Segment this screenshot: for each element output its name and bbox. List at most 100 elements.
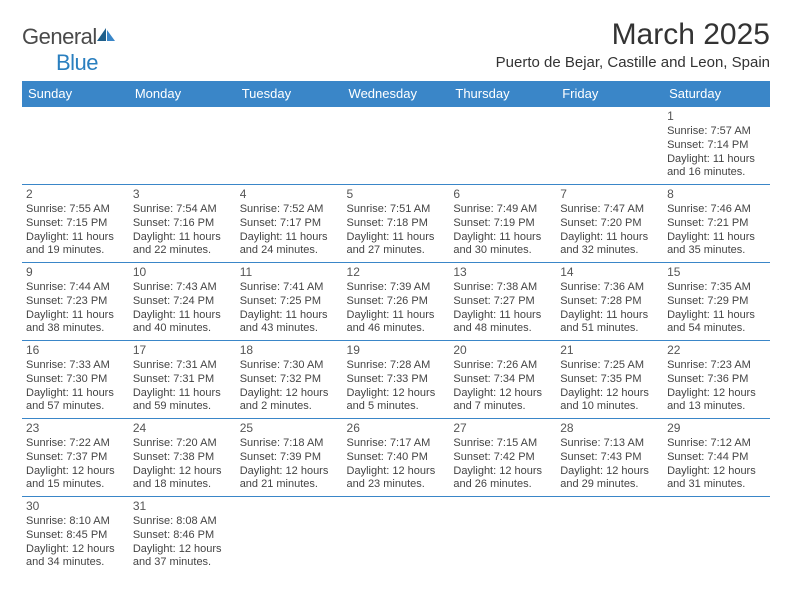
sunset-line: Sunset: 7:23 PM (26, 295, 125, 309)
sunrise-line: Sunrise: 8:10 AM (26, 515, 125, 529)
weekday-header: Friday (556, 81, 663, 107)
weekday-header: Monday (129, 81, 236, 107)
sunrise-line: Sunrise: 7:44 AM (26, 281, 125, 295)
sunset-line: Sunset: 7:33 PM (347, 373, 446, 387)
sunrise-line: Sunrise: 7:13 AM (560, 437, 659, 451)
sunset-line: Sunset: 7:39 PM (240, 451, 339, 465)
daylight-line: Daylight: 12 hours and 37 minutes. (133, 543, 232, 571)
day-cell: 13Sunrise: 7:38 AMSunset: 7:27 PMDayligh… (449, 263, 556, 341)
sunrise-line: Sunrise: 7:20 AM (133, 437, 232, 451)
sunset-line: Sunset: 7:26 PM (347, 295, 446, 309)
day-number: 10 (133, 265, 232, 280)
sunrise-line: Sunrise: 7:23 AM (667, 359, 766, 373)
sunset-line: Sunset: 7:44 PM (667, 451, 766, 465)
day-cell: 9Sunrise: 7:44 AMSunset: 7:23 PMDaylight… (22, 263, 129, 341)
day-number: 20 (453, 343, 552, 358)
day-cell: 28Sunrise: 7:13 AMSunset: 7:43 PMDayligh… (556, 419, 663, 497)
sunrise-line: Sunrise: 7:54 AM (133, 203, 232, 217)
daylight-line: Daylight: 11 hours and 16 minutes. (667, 153, 766, 181)
daylight-line: Daylight: 11 hours and 59 minutes. (133, 387, 232, 415)
day-cell: 4Sunrise: 7:52 AMSunset: 7:17 PMDaylight… (236, 185, 343, 263)
day-cell: 6Sunrise: 7:49 AMSunset: 7:19 PMDaylight… (449, 185, 556, 263)
day-cell: 2Sunrise: 7:55 AMSunset: 7:15 PMDaylight… (22, 185, 129, 263)
sunrise-line: Sunrise: 7:43 AM (133, 281, 232, 295)
day-cell (663, 497, 770, 575)
weekday-header: Tuesday (236, 81, 343, 107)
week-row: 23Sunrise: 7:22 AMSunset: 7:37 PMDayligh… (22, 419, 770, 497)
sunrise-line: Sunrise: 7:30 AM (240, 359, 339, 373)
daylight-line: Daylight: 11 hours and 46 minutes. (347, 309, 446, 337)
header: GeneralBlue March 2025 Puerto de Bejar, … (22, 18, 770, 77)
day-number: 1 (667, 109, 766, 124)
daylight-line: Daylight: 11 hours and 19 minutes. (26, 231, 125, 259)
sunrise-line: Sunrise: 7:55 AM (26, 203, 125, 217)
logo-word1: General (22, 24, 97, 49)
daylight-line: Daylight: 11 hours and 30 minutes. (453, 231, 552, 259)
day-number: 11 (240, 265, 339, 280)
day-cell: 1Sunrise: 7:57 AMSunset: 7:14 PMDaylight… (663, 107, 770, 185)
sunset-line: Sunset: 7:18 PM (347, 217, 446, 231)
week-row: 30Sunrise: 8:10 AMSunset: 8:45 PMDayligh… (22, 497, 770, 575)
week-row: 16Sunrise: 7:33 AMSunset: 7:30 PMDayligh… (22, 341, 770, 419)
sunrise-line: Sunrise: 7:22 AM (26, 437, 125, 451)
day-cell: 5Sunrise: 7:51 AMSunset: 7:18 PMDaylight… (343, 185, 450, 263)
day-cell (556, 107, 663, 185)
day-number: 27 (453, 421, 552, 436)
sunset-line: Sunset: 7:28 PM (560, 295, 659, 309)
day-cell (449, 497, 556, 575)
sunset-line: Sunset: 8:46 PM (133, 529, 232, 543)
sunset-line: Sunset: 7:15 PM (26, 217, 125, 231)
day-cell: 31Sunrise: 8:08 AMSunset: 8:46 PMDayligh… (129, 497, 236, 575)
sunset-line: Sunset: 7:20 PM (560, 217, 659, 231)
day-cell (343, 497, 450, 575)
sunrise-line: Sunrise: 7:28 AM (347, 359, 446, 373)
location-subtitle: Puerto de Bejar, Castille and Leon, Spai… (496, 54, 770, 71)
sunset-line: Sunset: 7:34 PM (453, 373, 552, 387)
weekday-header: Thursday (449, 81, 556, 107)
month-title: March 2025 (496, 18, 770, 52)
sunset-line: Sunset: 7:32 PM (240, 373, 339, 387)
day-number: 3 (133, 187, 232, 202)
sunrise-line: Sunrise: 7:38 AM (453, 281, 552, 295)
daylight-line: Daylight: 11 hours and 43 minutes. (240, 309, 339, 337)
sunset-line: Sunset: 7:17 PM (240, 217, 339, 231)
daylight-line: Daylight: 12 hours and 26 minutes. (453, 465, 552, 493)
day-number: 9 (26, 265, 125, 280)
daylight-line: Daylight: 12 hours and 34 minutes. (26, 543, 125, 571)
day-cell: 16Sunrise: 7:33 AMSunset: 7:30 PMDayligh… (22, 341, 129, 419)
sunset-line: Sunset: 7:43 PM (560, 451, 659, 465)
sunrise-line: Sunrise: 7:47 AM (560, 203, 659, 217)
daylight-line: Daylight: 12 hours and 21 minutes. (240, 465, 339, 493)
day-number: 25 (240, 421, 339, 436)
sunrise-line: Sunrise: 7:15 AM (453, 437, 552, 451)
sunset-line: Sunset: 7:21 PM (667, 217, 766, 231)
calendar-body: 1Sunrise: 7:57 AMSunset: 7:14 PMDaylight… (22, 107, 770, 575)
sunrise-line: Sunrise: 7:25 AM (560, 359, 659, 373)
sunrise-line: Sunrise: 8:08 AM (133, 515, 232, 529)
sunrise-line: Sunrise: 7:31 AM (133, 359, 232, 373)
sunrise-line: Sunrise: 7:39 AM (347, 281, 446, 295)
day-cell: 22Sunrise: 7:23 AMSunset: 7:36 PMDayligh… (663, 341, 770, 419)
sail-icon (95, 24, 117, 50)
sunrise-line: Sunrise: 7:46 AM (667, 203, 766, 217)
day-number: 17 (133, 343, 232, 358)
day-cell: 20Sunrise: 7:26 AMSunset: 7:34 PMDayligh… (449, 341, 556, 419)
week-row: 1Sunrise: 7:57 AMSunset: 7:14 PMDaylight… (22, 107, 770, 185)
day-cell: 14Sunrise: 7:36 AMSunset: 7:28 PMDayligh… (556, 263, 663, 341)
calendar-table: Sunday Monday Tuesday Wednesday Thursday… (22, 81, 770, 574)
sunrise-line: Sunrise: 7:57 AM (667, 125, 766, 139)
sunset-line: Sunset: 7:16 PM (133, 217, 232, 231)
sunrise-line: Sunrise: 7:12 AM (667, 437, 766, 451)
day-number: 16 (26, 343, 125, 358)
sunset-line: Sunset: 7:40 PM (347, 451, 446, 465)
day-number: 2 (26, 187, 125, 202)
day-cell (556, 497, 663, 575)
daylight-line: Daylight: 11 hours and 57 minutes. (26, 387, 125, 415)
title-block: March 2025 Puerto de Bejar, Castille and… (496, 18, 770, 77)
sunrise-line: Sunrise: 7:26 AM (453, 359, 552, 373)
weekday-header: Wednesday (343, 81, 450, 107)
daylight-line: Daylight: 11 hours and 35 minutes. (667, 231, 766, 259)
day-number: 21 (560, 343, 659, 358)
day-cell: 23Sunrise: 7:22 AMSunset: 7:37 PMDayligh… (22, 419, 129, 497)
daylight-line: Daylight: 11 hours and 48 minutes. (453, 309, 552, 337)
